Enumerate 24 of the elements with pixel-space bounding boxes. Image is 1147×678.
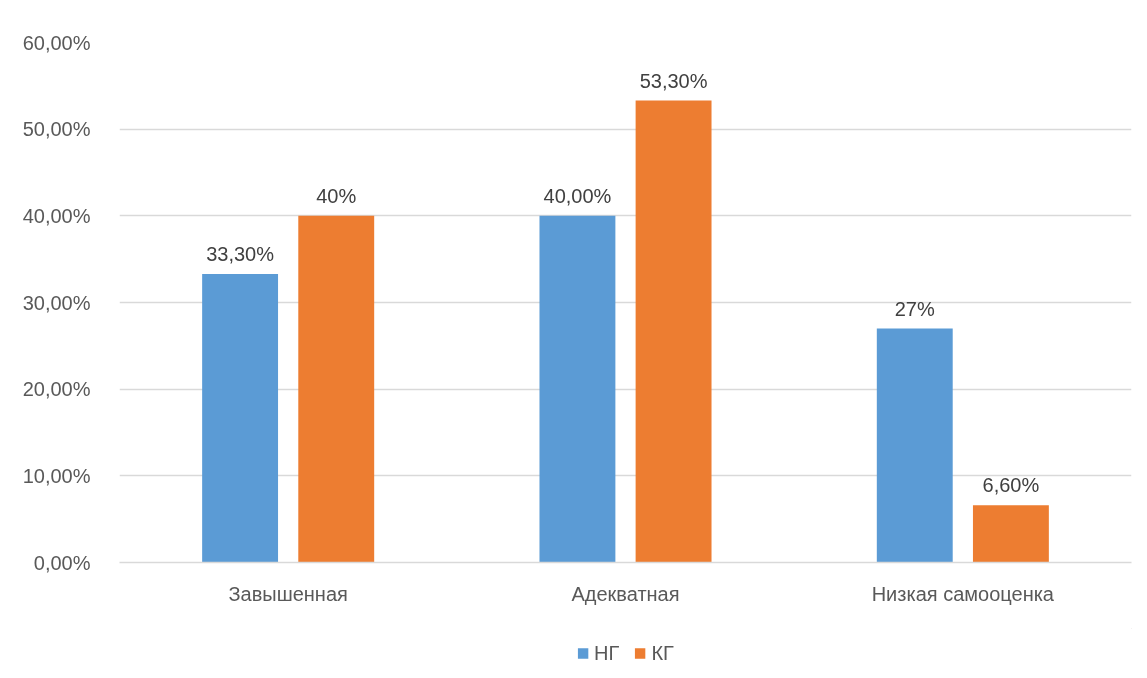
- y-tick-label: 60,00%: [22, 31, 91, 54]
- data-label: 27%: [894, 297, 935, 320]
- data-label: 53,30%: [639, 69, 708, 92]
- x-tick-label: Адекватная: [571, 582, 680, 605]
- data-label: 6,60%: [982, 474, 1040, 497]
- data-label: 40%: [316, 184, 357, 207]
- data-label: 33,30%: [206, 242, 275, 265]
- bar: [298, 215, 375, 563]
- y-tick-label: 10,00%: [22, 464, 91, 487]
- bar: [972, 505, 1049, 563]
- bar: [202, 273, 279, 563]
- bar: [876, 328, 953, 563]
- y-tick-label: 20,00%: [22, 378, 91, 401]
- y-tick-label: 30,00%: [22, 291, 91, 314]
- data-label: 40,00%: [543, 184, 612, 207]
- bar: [539, 215, 616, 563]
- x-tick-label: Завышенная: [228, 582, 348, 605]
- y-tick-label: 50,00%: [22, 118, 91, 141]
- y-tick-label: 40,00%: [22, 204, 91, 227]
- legend-label: НГ: [594, 641, 620, 665]
- x-tick-label: Низкая самооценка: [871, 582, 1055, 605]
- y-tick-label: 0,00%: [33, 551, 91, 574]
- bar: [635, 100, 712, 563]
- legend-label: КГ: [651, 641, 674, 665]
